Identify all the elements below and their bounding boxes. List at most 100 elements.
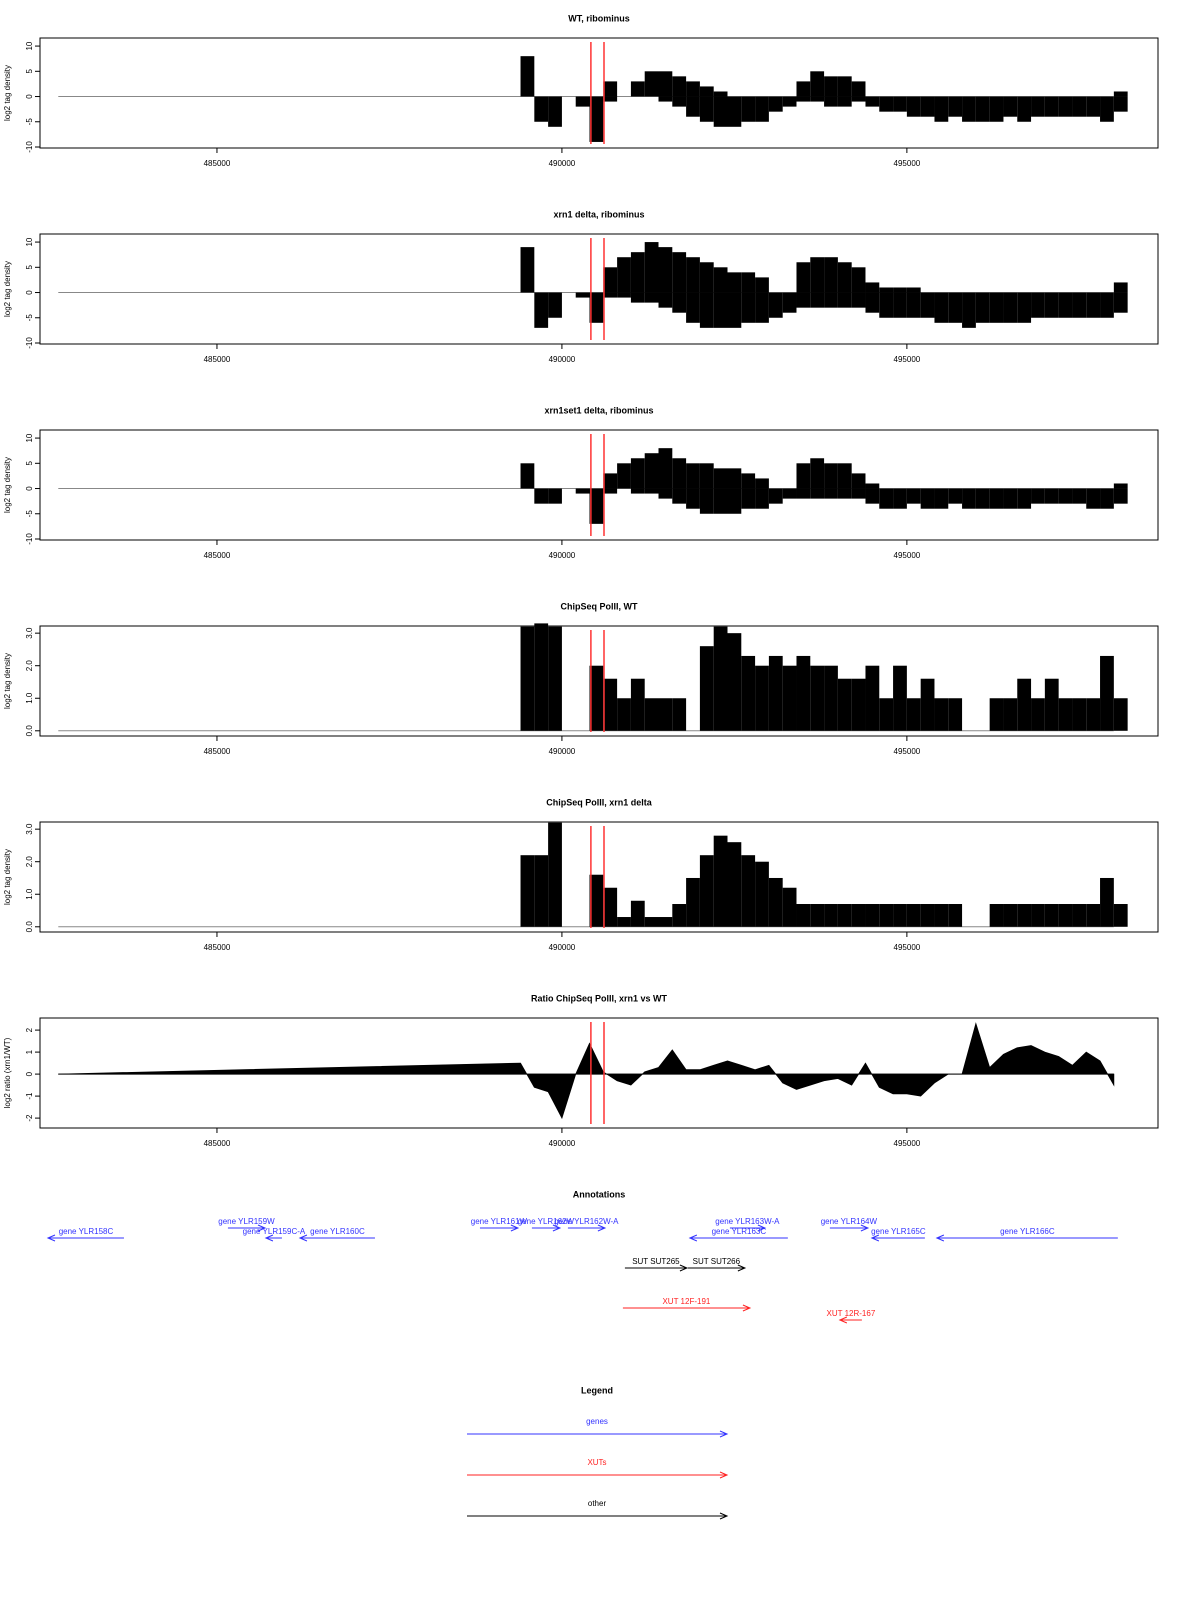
- density-bar: [658, 247, 673, 293]
- density-bar: [755, 96, 769, 122]
- density-bar: [975, 96, 990, 122]
- y-tick-label: 2.0: [25, 660, 34, 672]
- feature-label: XUT 12F-191: [662, 1297, 710, 1306]
- density-bar: [699, 86, 714, 97]
- density-bar: [948, 96, 963, 117]
- arrow-head: [742, 1304, 752, 1312]
- density-bar: [837, 292, 852, 308]
- y-tick-label: 10: [25, 433, 34, 442]
- density-bar: [755, 277, 769, 293]
- y-axis-label: log2 tag density: [3, 457, 12, 513]
- density-bar: [796, 262, 811, 293]
- density-bar: [810, 71, 825, 97]
- density-bar: [1031, 488, 1045, 504]
- density-bar: [713, 267, 728, 293]
- density-bar: [617, 463, 631, 489]
- density-bar: [589, 292, 604, 323]
- density-bar: [713, 626, 728, 731]
- y-tick-label: 0: [25, 290, 34, 295]
- x-tick-label: 485000: [204, 943, 231, 952]
- density-bar: [713, 488, 728, 514]
- density-bar: [658, 917, 673, 927]
- density-bar: [741, 655, 756, 731]
- x-tick-label: 485000: [204, 355, 231, 364]
- density-bar: [1003, 96, 1018, 117]
- density-bar: [879, 488, 894, 509]
- density-bar: [686, 292, 700, 323]
- density-bar: [1113, 904, 1128, 927]
- density-bar: [893, 488, 907, 509]
- density-bar: [672, 252, 687, 293]
- density-bar: [920, 96, 935, 117]
- density-bar: [1086, 904, 1101, 927]
- feature-label: gene YLR163C: [712, 1227, 767, 1236]
- density-bar: [589, 488, 604, 524]
- density-bar: [796, 655, 811, 731]
- density-bar: [975, 292, 990, 323]
- density-bar: [934, 96, 949, 122]
- density-bar: [630, 678, 645, 731]
- y-tick-label: 0: [25, 486, 34, 491]
- density-bar: [520, 56, 535, 97]
- density-bar: [686, 257, 700, 293]
- density-bar: [906, 96, 921, 117]
- density-bar: [865, 96, 880, 107]
- arrow-head: [257, 1224, 267, 1232]
- density-bar: [1086, 698, 1101, 731]
- density-bar: [534, 488, 549, 504]
- density-bar: [713, 468, 728, 489]
- density-bar: [603, 292, 618, 298]
- plot-frame: [39, 821, 1159, 933]
- plot-frame: [39, 1017, 1159, 1129]
- density-bar: [658, 488, 673, 499]
- panel-title: Ratio ChipSeq PolII, xrn1 vs WT: [531, 993, 668, 1003]
- density-bar: [755, 488, 769, 509]
- density-bar: [934, 904, 949, 927]
- density-bar: [713, 292, 728, 328]
- y-tick-label: 5: [25, 69, 34, 74]
- density-bar: [865, 904, 880, 927]
- density-bar: [906, 287, 921, 293]
- density-bar: [727, 468, 742, 489]
- density-bar: [906, 698, 921, 731]
- density-bar: [796, 488, 811, 499]
- density-bar: [644, 71, 659, 97]
- density-bar: [962, 292, 976, 328]
- density-bar: [603, 678, 618, 731]
- density-bar: [686, 488, 700, 509]
- x-tick-label: 485000: [204, 1139, 231, 1148]
- arrow-head: [757, 1224, 767, 1232]
- arrow-head: [719, 1430, 729, 1438]
- density-bar: [1017, 292, 1032, 323]
- density-bar: [851, 96, 866, 102]
- density-bar: [644, 698, 659, 731]
- feature-label: gene YLR162W: [518, 1217, 575, 1226]
- density-bar: [906, 488, 921, 504]
- density-bar: [644, 292, 659, 303]
- density-bar: [920, 488, 935, 509]
- density-bar: [755, 292, 769, 323]
- density-bar: [837, 678, 852, 731]
- density-bar: [1072, 292, 1087, 318]
- density-bar: [824, 904, 838, 927]
- density-bar: [672, 904, 687, 927]
- density-bar: [727, 292, 742, 328]
- y-axis-label: log2 ratio (xrn1/WT): [3, 1037, 12, 1108]
- density-bar: [727, 272, 742, 293]
- y-axis-label: log2 tag density: [3, 261, 12, 317]
- density-bar: [851, 904, 866, 927]
- density-bar: [948, 698, 963, 731]
- arrow-head: [597, 1224, 607, 1232]
- density-bar: [920, 678, 935, 731]
- density-bar: [575, 488, 590, 494]
- x-tick-label: 490000: [549, 551, 576, 560]
- density-bar: [1100, 488, 1114, 509]
- density-bar: [617, 257, 631, 293]
- panel-title: xrn1 delta, ribominus: [553, 209, 644, 219]
- density-bar: [617, 292, 631, 298]
- density-bar: [1113, 483, 1128, 489]
- density-bar: [534, 623, 549, 731]
- density-bar: [837, 262, 852, 293]
- density-bar: [520, 626, 535, 731]
- density-bar: [782, 488, 797, 499]
